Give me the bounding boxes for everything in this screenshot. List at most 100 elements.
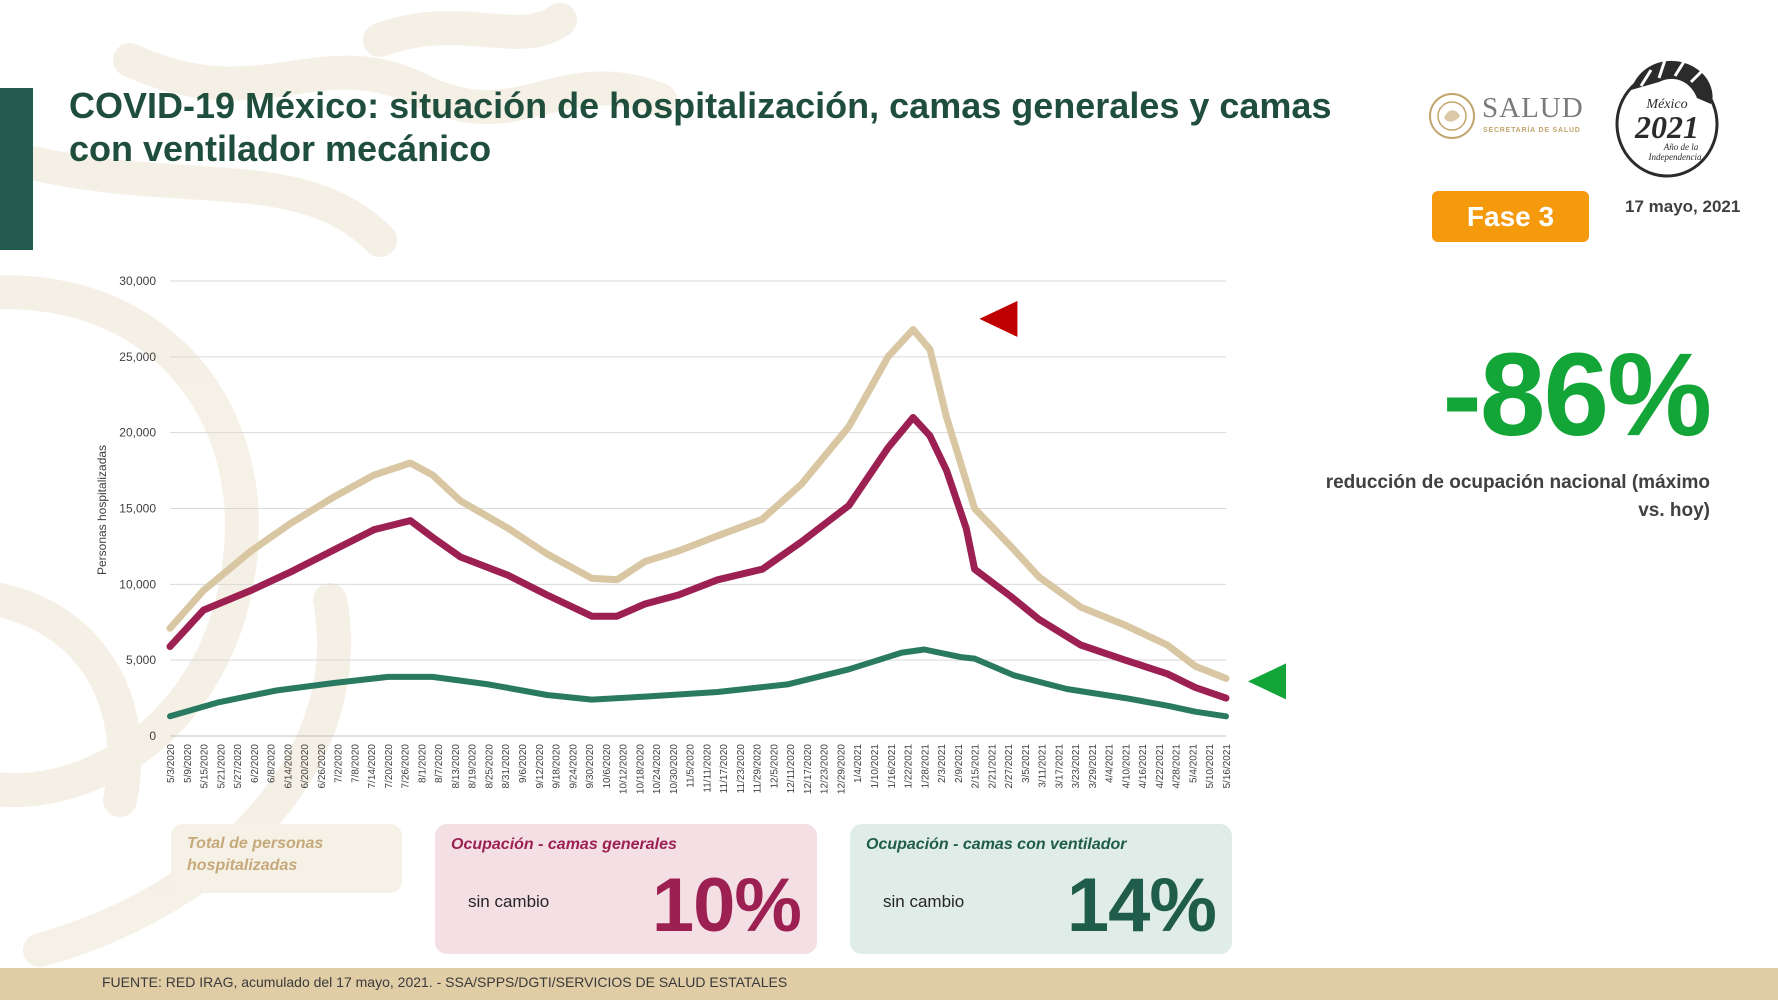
x-tick-label: 10/12/2020 [619,744,630,794]
card-general-status: sin cambio [468,892,550,911]
card-ventilator-status: sin cambio [883,892,965,911]
x-tick-label: 5/16/2021 [1222,744,1233,789]
series-lines [166,326,1230,720]
y-tick-label: 30,000 [119,274,156,288]
x-tick-label: 10/30/2020 [669,744,680,794]
card-total-title: Total de personas hospitalizadas [187,835,324,874]
page-title: COVID-19 México: situación de hospitaliz… [69,85,1332,169]
x-tick-label: 4/16/2021 [1138,744,1149,789]
pattern-swirl [0,583,142,817]
x-tick-label: 12/17/2020 [803,744,814,794]
peak-marker-icon [979,300,1018,337]
chart-markers [979,300,1286,700]
x-tick-label: 8/19/2020 [468,744,479,789]
x-tick-label: 12/29/2020 [836,744,847,794]
source-note: FUENTE: RED IRAG, acumulado del 17 mayo,… [102,974,788,990]
x-tick-label: 6/8/2020 [267,744,278,783]
x-tick-label: 11/5/2020 [686,744,697,788]
y-tick-labels: 0 5,000 10,000 15,000 20,000 25,000 30,000 [119,274,156,743]
pattern-swirl [363,3,577,57]
accent-bar [0,88,33,250]
salud-logo-text: SALUD [1482,92,1584,124]
x-tick-label: 8/25/2020 [484,744,495,789]
x-tick-label: 3/5/2021 [1021,744,1032,783]
x-tick-label: 9/30/2020 [585,744,596,789]
x-tick-label: 5/21/2020 [216,744,227,789]
x-tick-label: 5/15/2020 [200,744,211,789]
x-tick-label: 7/26/2020 [401,744,412,789]
x-tick-label: 12/5/2020 [769,744,780,789]
seal-text-line3: Año de la [1663,142,1699,152]
x-tick-label: 11/23/2020 [736,744,747,794]
x-tick-label: 7/8/2020 [350,744,361,783]
seal-text-line1: México [1645,97,1687,112]
y-axis-label: Personas hospitalizadas [95,445,109,575]
x-tick-label: 10/24/2020 [652,744,663,794]
x-tick-label: 6/26/2020 [317,744,328,789]
x-tick-label: 11/17/2020 [719,744,730,794]
x-tick-label: 2/27/2021 [1004,744,1015,789]
x-tick-label: 2/21/2021 [987,744,998,789]
x-tick-label: 1/28/2021 [920,744,931,789]
x-tick-label: 1/22/2021 [904,744,915,789]
x-tick-label: 3/11/2021 [1038,744,1049,788]
x-tick-label: 4/28/2021 [1172,744,1183,789]
y-grid [170,280,1226,737]
seal-text-line4: Independencia [1648,152,1702,162]
x-tick-label: 1/4/2021 [853,744,864,783]
x-tick-label: 7/14/2020 [367,744,378,789]
card-general-value: 10% [651,863,802,948]
salud-logo [1429,93,1475,139]
x-tick-label: 8/31/2020 [501,744,512,789]
salud-logo-subtext: SECRETARÍA DE SALUD [1483,127,1581,134]
phase-badge: Fase 3 [1432,191,1589,242]
x-tick-label: 8/7/2020 [434,744,445,783]
x-tick-label: 2/15/2021 [971,744,982,789]
national-shield-icon [1429,93,1475,139]
x-tick-label: 2/9/2021 [954,744,965,783]
card-general-beds: Ocupación - camas generales sin cambio 1… [435,824,817,954]
y-tick-label: 0 [149,729,156,743]
y-tick-label: 10,000 [119,577,156,591]
x-tick-label: 11/11/2020 [702,744,713,793]
y-tick-label: 20,000 [119,426,156,440]
x-tick-label: 4/4/2021 [1105,744,1116,783]
card-total-hospitalized: Total de personas hospitalizadas [171,824,402,893]
pattern-swirl [113,43,677,124]
x-tick-label: 6/2/2020 [250,744,261,783]
x-tick-label: 7/20/2020 [384,744,395,789]
quetzalcoatl-seal-icon: México 2021 Año de la Independencia [1615,59,1719,178]
card-ventilator-title: Ocupación - camas con ventilador [866,836,1127,853]
series-line-ventilator [167,646,1229,720]
x-tick-label: 5/27/2020 [233,744,244,789]
y-tick-label: 5,000 [126,653,156,667]
reduction-label: reducción de ocupación nacional (máximo … [1325,472,1710,521]
pattern-swirl [23,583,352,967]
series-line-total [166,326,1230,682]
pattern-swirl [3,143,397,257]
x-tick-label: 6/20/2020 [300,744,311,789]
x-tick-label: 9/12/2020 [535,744,546,789]
x-tick-label: 12/11/2020 [786,744,797,794]
x-tick-label: 11/29/2020 [753,744,764,794]
x-tick-label: 7/2/2020 [334,744,345,783]
x-tick-label: 1/16/2021 [887,744,898,789]
x-tick-label: 8/13/2020 [451,744,462,789]
x-tick-labels: 5/3/2020 5/9/2020 5/15/2020 5/21/2020 5/27/2… [166,744,1233,794]
x-tick-label: 5/3/2020 [166,744,177,783]
x-tick-label: 5/10/2021 [1205,744,1216,789]
x-tick-label: 8/1/2020 [417,744,428,783]
y-tick-label: 15,000 [119,502,156,516]
footer-bar: FUENTE: RED IRAG, acumulado del 17 mayo,… [0,968,1778,1000]
x-tick-label: 2/3/2021 [937,744,948,783]
series-line-general [166,414,1230,702]
seal-text-line2: 2021 [1634,109,1699,145]
current-marker-icon [1248,663,1286,700]
x-tick-label: 9/6/2020 [518,744,529,783]
x-tick-label: 6/14/2020 [283,744,294,789]
x-tick-label: 5/4/2021 [1188,744,1199,783]
card-ventilator-value: 14% [1066,863,1217,948]
y-tick-label: 25,000 [119,350,156,364]
x-tick-label: 3/29/2021 [1088,744,1099,789]
